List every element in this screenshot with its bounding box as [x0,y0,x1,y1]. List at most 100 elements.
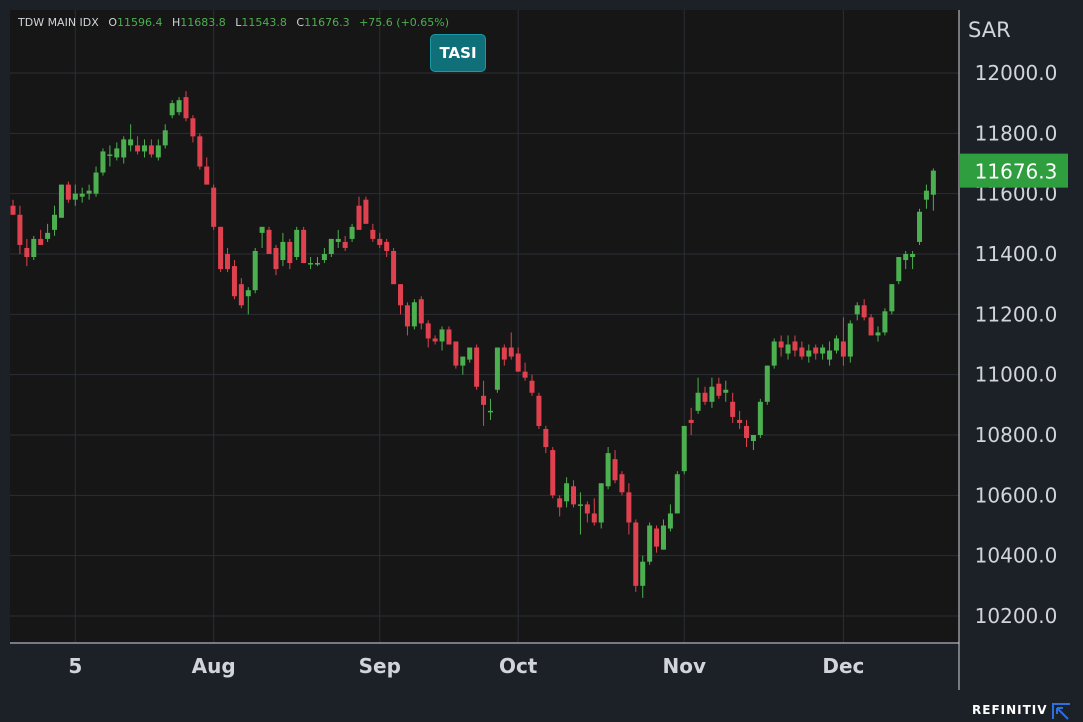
candle-body [439,329,445,342]
candle-body [384,241,390,251]
candle-body [370,229,376,239]
candle-body [86,190,92,194]
candle-body [903,253,909,261]
candle-body [418,299,424,324]
candle-body [647,525,653,562]
candle-body [723,389,729,393]
candle-body [591,513,597,523]
candle-body [543,428,549,448]
candle-body [605,453,611,487]
y-tick-label: 12000.0 [975,61,1058,85]
candle-body [259,226,265,233]
candle-body [294,229,300,258]
candle-body [176,100,182,113]
close-label: C [296,16,305,29]
symbol-name: TDW MAIN IDX [18,16,99,29]
candle-body [107,154,113,156]
candle-body [667,513,673,529]
candle-body [162,130,168,146]
last-price-tag [959,153,1068,188]
candle-body [564,483,570,502]
close-value: 11676.3 [304,16,350,29]
candle-body [135,145,141,152]
candle-body [833,338,839,351]
candle-body [584,504,590,514]
candle-body [882,311,888,333]
y-tick-label: 11000.0 [975,363,1058,387]
candle-body [716,383,722,396]
candle-body [792,341,798,351]
candle-body [508,347,514,357]
candle-body [93,172,99,194]
tasi-badge[interactable]: TASI [430,34,486,72]
candle-body [820,347,826,354]
candle-body [917,211,923,242]
candle-body [923,190,929,200]
currency-label: SAR [968,18,1011,42]
candle-body [515,353,521,372]
candle-body [121,139,127,158]
candle-body [342,241,348,248]
candle-body [854,305,860,315]
grid-lines [10,10,959,642]
candle-body [45,232,51,239]
candle-body [391,250,397,285]
candle-body [363,199,369,224]
candle-body [328,238,334,254]
candle-body [536,395,542,426]
candle-body [204,166,210,185]
candle-body [529,380,535,393]
candle-body [757,401,763,435]
candle-body [141,145,147,152]
candle-body [24,247,30,258]
candle-body [688,419,694,423]
open-value: 11596.4 [116,16,163,29]
y-tick-label: 10200.0 [975,604,1058,628]
candle-body [169,103,175,116]
candle-body [702,392,708,402]
candle-body [571,486,577,505]
brand-name: REFINITIV [972,703,1048,717]
candle-body [501,347,507,360]
candle-body [487,410,493,413]
candle-body [522,371,528,378]
candle-body [674,474,680,514]
candle-body [557,498,563,508]
axes: 10200.0 10400.0 10600.0 10800.0 11000.0 11200… [10,10,1068,690]
candle-body [709,386,715,402]
candle-body [183,97,189,119]
candle-body [453,341,459,366]
candle-body [287,241,293,264]
refinitiv-logo-icon [1052,703,1070,720]
candle-body [218,226,224,270]
last-price-label: 11676.3 [975,160,1058,184]
candle-body [128,139,134,146]
candle-body [840,341,846,357]
candle-body [930,170,936,195]
candle-body [398,284,404,306]
candle-body [612,459,618,481]
y-tick-label: 11200.0 [975,302,1058,326]
candle-body [432,338,438,342]
y-tick-label: 10800.0 [975,423,1058,447]
candle-body [273,247,279,270]
candle-body [155,145,161,158]
candle-body [100,151,106,173]
candle-body [301,229,307,264]
x-tick-label: Sep [359,654,401,678]
candle-body [197,136,203,167]
candles [10,91,936,598]
candle-body [460,356,466,366]
candle-body [321,253,327,261]
candle-body [38,238,44,245]
candle-body [619,474,625,493]
candle-body [875,332,881,336]
candle-body [252,250,258,291]
ohlc-header: TDW MAIN IDX O11596.4 H11683.8 L11543.8 … [18,16,455,29]
candle-body [861,305,867,318]
candle-body [827,350,833,360]
candle-body [681,425,687,472]
candle-body [349,226,355,239]
candle-body [79,193,85,197]
